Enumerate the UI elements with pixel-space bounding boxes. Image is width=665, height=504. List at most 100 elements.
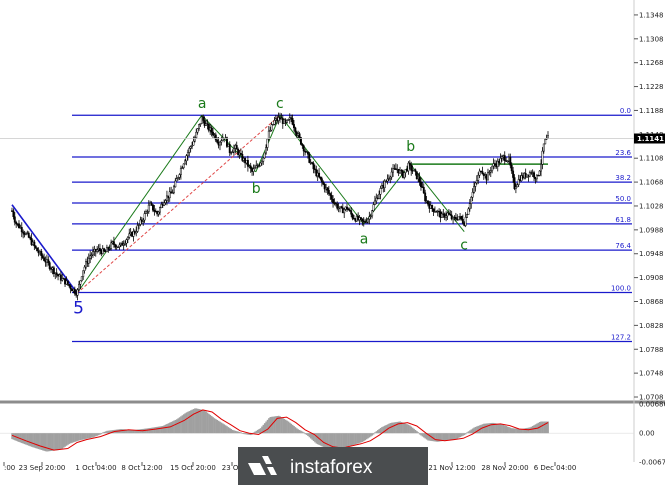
candle-body — [466, 214, 468, 218]
oscillator-bar — [471, 428, 474, 434]
oscillator-bar — [460, 433, 463, 437]
oscillator-bar — [411, 427, 414, 434]
candle-body — [90, 254, 93, 257]
oscillator-bar — [455, 433, 457, 440]
candle-body — [82, 270, 85, 277]
oscillator-bar — [65, 433, 68, 446]
oscillator-bar — [152, 427, 154, 434]
oscillator-bar — [231, 429, 234, 434]
oscillator-bar — [136, 429, 139, 434]
candle-body — [294, 127, 297, 133]
oscillator-tick-label: -0.00679 — [639, 458, 665, 466]
candle-body — [128, 233, 131, 238]
oscillator-bar — [372, 433, 375, 435]
candle-body — [403, 172, 406, 178]
candle-body — [219, 141, 221, 146]
fib-level-label: 38.2 — [615, 174, 631, 182]
candle-body — [203, 120, 206, 126]
candle-body — [308, 153, 311, 163]
candle-body — [471, 192, 474, 198]
oscillator-bar — [11, 433, 13, 440]
oscillator-bar — [223, 424, 226, 434]
oscillator-bar — [60, 433, 62, 450]
candle-body — [29, 237, 32, 239]
oscillator-bar — [543, 421, 545, 434]
candle-body — [407, 162, 410, 172]
oscillator-bar — [233, 430, 235, 434]
oscillator-bar — [47, 433, 50, 452]
fib-level-label: 76.4 — [615, 242, 631, 250]
candle-body — [499, 158, 502, 164]
oscillator-bar — [322, 433, 325, 447]
candle-body — [312, 163, 315, 170]
oscillator-bar — [501, 424, 503, 434]
oscillator-bar — [39, 433, 41, 450]
candle-body — [78, 284, 80, 291]
candle-body — [415, 171, 418, 180]
candle-body — [159, 207, 161, 213]
candle-body — [125, 239, 128, 244]
candle-body — [468, 203, 471, 210]
candle-body — [454, 217, 457, 220]
oscillator-bar — [444, 433, 446, 441]
oscillator-bar — [104, 431, 107, 434]
oscillator-bar — [413, 428, 415, 434]
candle-body — [216, 139, 219, 143]
oscillator-bar — [379, 427, 382, 434]
oscillator-bar — [121, 429, 124, 434]
oscillator-signal-line — [11, 409, 549, 451]
candle-body — [185, 155, 188, 162]
oscillator-bar — [69, 433, 72, 444]
candle-body — [171, 192, 174, 194]
candle-body — [34, 245, 37, 249]
oscillator-bar — [153, 427, 156, 434]
oscillator-bar — [483, 423, 485, 434]
candle-body — [424, 192, 427, 202]
candle-body — [478, 170, 481, 176]
candle-body — [160, 204, 163, 208]
oscillator-bar — [209, 414, 212, 434]
fibonacci-levels: 0.0 23.6 38.2 50.0 61.8 76.4 100.0 127.2 — [72, 107, 632, 343]
oscillator-bar — [361, 433, 364, 442]
oscillator-bar — [280, 417, 283, 434]
oscillator-bar — [182, 414, 185, 434]
candle-body — [259, 162, 262, 167]
oscillator-bar — [51, 433, 54, 451]
candle-body — [510, 164, 513, 172]
candle-body — [467, 208, 470, 215]
oscillator-bar — [351, 433, 354, 446]
wave-label: b — [252, 181, 261, 197]
candle-body — [350, 210, 353, 215]
candle-body — [47, 259, 50, 263]
oscillator-bar — [72, 433, 75, 443]
candle-body — [193, 137, 196, 142]
oscillator-bar — [336, 433, 339, 449]
oscillator-bar — [169, 422, 171, 434]
oscillator-bar — [160, 426, 163, 434]
candle-body — [443, 213, 446, 218]
oscillator-bar — [325, 433, 327, 449]
price-axis: 1.13481.13081.12681.12281.11881.11481.11… — [0, 11, 665, 402]
oscillator-bar — [103, 431, 106, 434]
oscillator-bar — [346, 433, 348, 447]
oscillator-bar — [58, 433, 61, 450]
fib-level-label: 100.0 — [611, 285, 631, 293]
candle-body — [410, 164, 413, 171]
candle-body — [20, 227, 23, 233]
oscillator-bar — [53, 433, 55, 451]
candle-body — [528, 172, 531, 177]
candle-body — [87, 258, 90, 264]
oscillator-bar — [307, 433, 309, 436]
price-tick-label: 1.0708 — [639, 394, 664, 402]
oscillator-bar — [109, 430, 111, 434]
oscillator-bar — [128, 429, 131, 434]
oscillator-bar — [217, 420, 220, 434]
oscillator-bar — [33, 433, 36, 448]
oscillator-bar — [71, 433, 73, 443]
oscillator-bar — [74, 433, 76, 442]
candle-body — [252, 168, 255, 172]
oscillator-bar — [275, 416, 277, 434]
oscillator-bar — [490, 423, 492, 434]
oscillator-bar — [335, 433, 337, 450]
candle-body — [361, 218, 364, 222]
